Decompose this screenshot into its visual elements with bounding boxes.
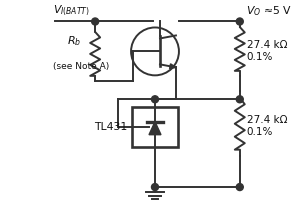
- Polygon shape: [170, 64, 176, 69]
- Text: $R_b$: $R_b$: [67, 34, 81, 48]
- Circle shape: [151, 184, 159, 191]
- Text: $V_{I(BATT)}$: $V_{I(BATT)}$: [53, 4, 90, 18]
- Text: $V_O$ ≈5 V: $V_O$ ≈5 V: [246, 5, 292, 18]
- Text: (see Note A): (see Note A): [53, 62, 110, 71]
- Polygon shape: [149, 122, 161, 135]
- Text: 27.4 kΩ: 27.4 kΩ: [247, 40, 287, 50]
- Text: 0.1%: 0.1%: [247, 52, 273, 62]
- Text: 27.4 kΩ: 27.4 kΩ: [247, 115, 287, 125]
- Circle shape: [236, 184, 243, 191]
- Text: TL431: TL431: [94, 122, 127, 132]
- Circle shape: [236, 18, 243, 25]
- Circle shape: [92, 18, 99, 25]
- Text: 0.1%: 0.1%: [247, 127, 273, 137]
- Bar: [132, 107, 178, 147]
- Circle shape: [151, 96, 159, 103]
- Circle shape: [236, 96, 243, 103]
